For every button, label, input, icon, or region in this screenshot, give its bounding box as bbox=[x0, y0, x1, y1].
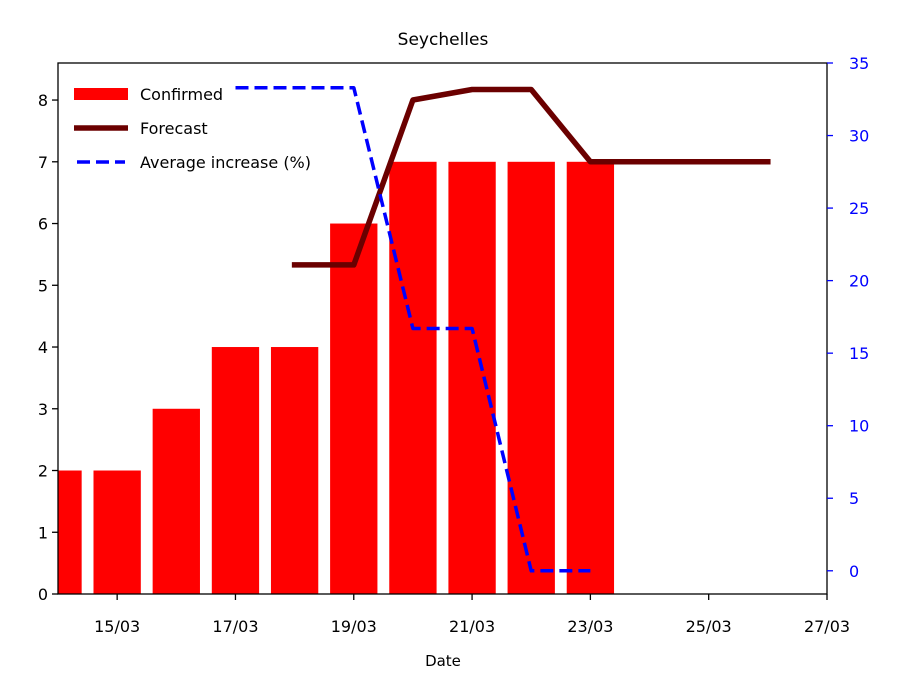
x-tick-label: 19/03 bbox=[331, 617, 377, 636]
y-tick-label-left: 6 bbox=[38, 215, 48, 234]
y-tick-label-left: 4 bbox=[38, 338, 48, 357]
confirmed-bars bbox=[58, 161, 615, 594]
x-tick-label: 23/03 bbox=[567, 617, 613, 636]
confirmed-bar bbox=[566, 161, 615, 594]
legend-label: Average increase (%) bbox=[140, 153, 311, 172]
chart-title: Seychelles bbox=[398, 30, 489, 50]
y-tick-label-right: 20 bbox=[849, 272, 869, 291]
legend-swatch-confirmed bbox=[74, 88, 128, 100]
y-tick-label-right: 10 bbox=[849, 417, 869, 436]
x-tick-label: 15/03 bbox=[94, 617, 140, 636]
confirmed-bar bbox=[152, 408, 200, 594]
legend-item: Forecast bbox=[74, 119, 208, 138]
y-tick-label-left: 1 bbox=[38, 523, 48, 542]
x-tick-label: 17/03 bbox=[212, 617, 258, 636]
forecast-line bbox=[291, 86, 771, 268]
y-tick-label-right: 25 bbox=[849, 199, 869, 218]
confirmed-bar bbox=[270, 347, 319, 594]
y-tick-label-right: 15 bbox=[849, 344, 869, 363]
x-tick-label: 25/03 bbox=[686, 617, 732, 636]
confirmed-bar bbox=[507, 161, 555, 594]
legend-item: Average increase (%) bbox=[77, 153, 311, 172]
x-axis-label: Date bbox=[425, 652, 461, 670]
plot-frame bbox=[57, 62, 828, 595]
y-axis-left: 0 1 2 3 4 5 6 7 8 bbox=[38, 91, 58, 604]
y-tick-label-right: 35 bbox=[849, 54, 869, 73]
series-lines bbox=[235, 85, 771, 573]
y-tick-label-left: 3 bbox=[38, 400, 48, 419]
y-tick-label-right: 30 bbox=[849, 127, 869, 146]
x-tick-label: 27/03 bbox=[804, 617, 850, 636]
confirmed-bar bbox=[330, 223, 378, 594]
legend: Confirmed Forecast Average increase (%) bbox=[74, 85, 311, 172]
y-axis-right: 0 5 10 15 20 25 30 35 bbox=[827, 54, 869, 581]
y-tick-label-right: 0 bbox=[849, 562, 859, 581]
confirmed-bar bbox=[211, 347, 260, 594]
confirmed-bar bbox=[448, 161, 496, 594]
legend-label: Confirmed bbox=[140, 85, 223, 104]
x-axis: 15/03 17/03 19/03 21/03 23/03 25/03 27/03 bbox=[94, 594, 850, 636]
y-tick-label-right: 5 bbox=[849, 489, 859, 508]
average-increase-line bbox=[235, 85, 591, 573]
legend-label: Forecast bbox=[140, 119, 208, 138]
y-tick-label-left: 5 bbox=[38, 276, 48, 295]
confirmed-bar bbox=[93, 470, 141, 594]
y-tick-label-left: 7 bbox=[38, 153, 48, 172]
y-tick-label-left: 0 bbox=[38, 585, 48, 604]
x-tick-label: 21/03 bbox=[449, 617, 495, 636]
legend-item: Confirmed bbox=[74, 85, 223, 104]
y-tick-label-left: 2 bbox=[38, 462, 48, 481]
confirmed-bar bbox=[389, 161, 437, 594]
y-tick-label-left: 8 bbox=[38, 91, 48, 110]
confirmed-bar bbox=[58, 470, 82, 594]
